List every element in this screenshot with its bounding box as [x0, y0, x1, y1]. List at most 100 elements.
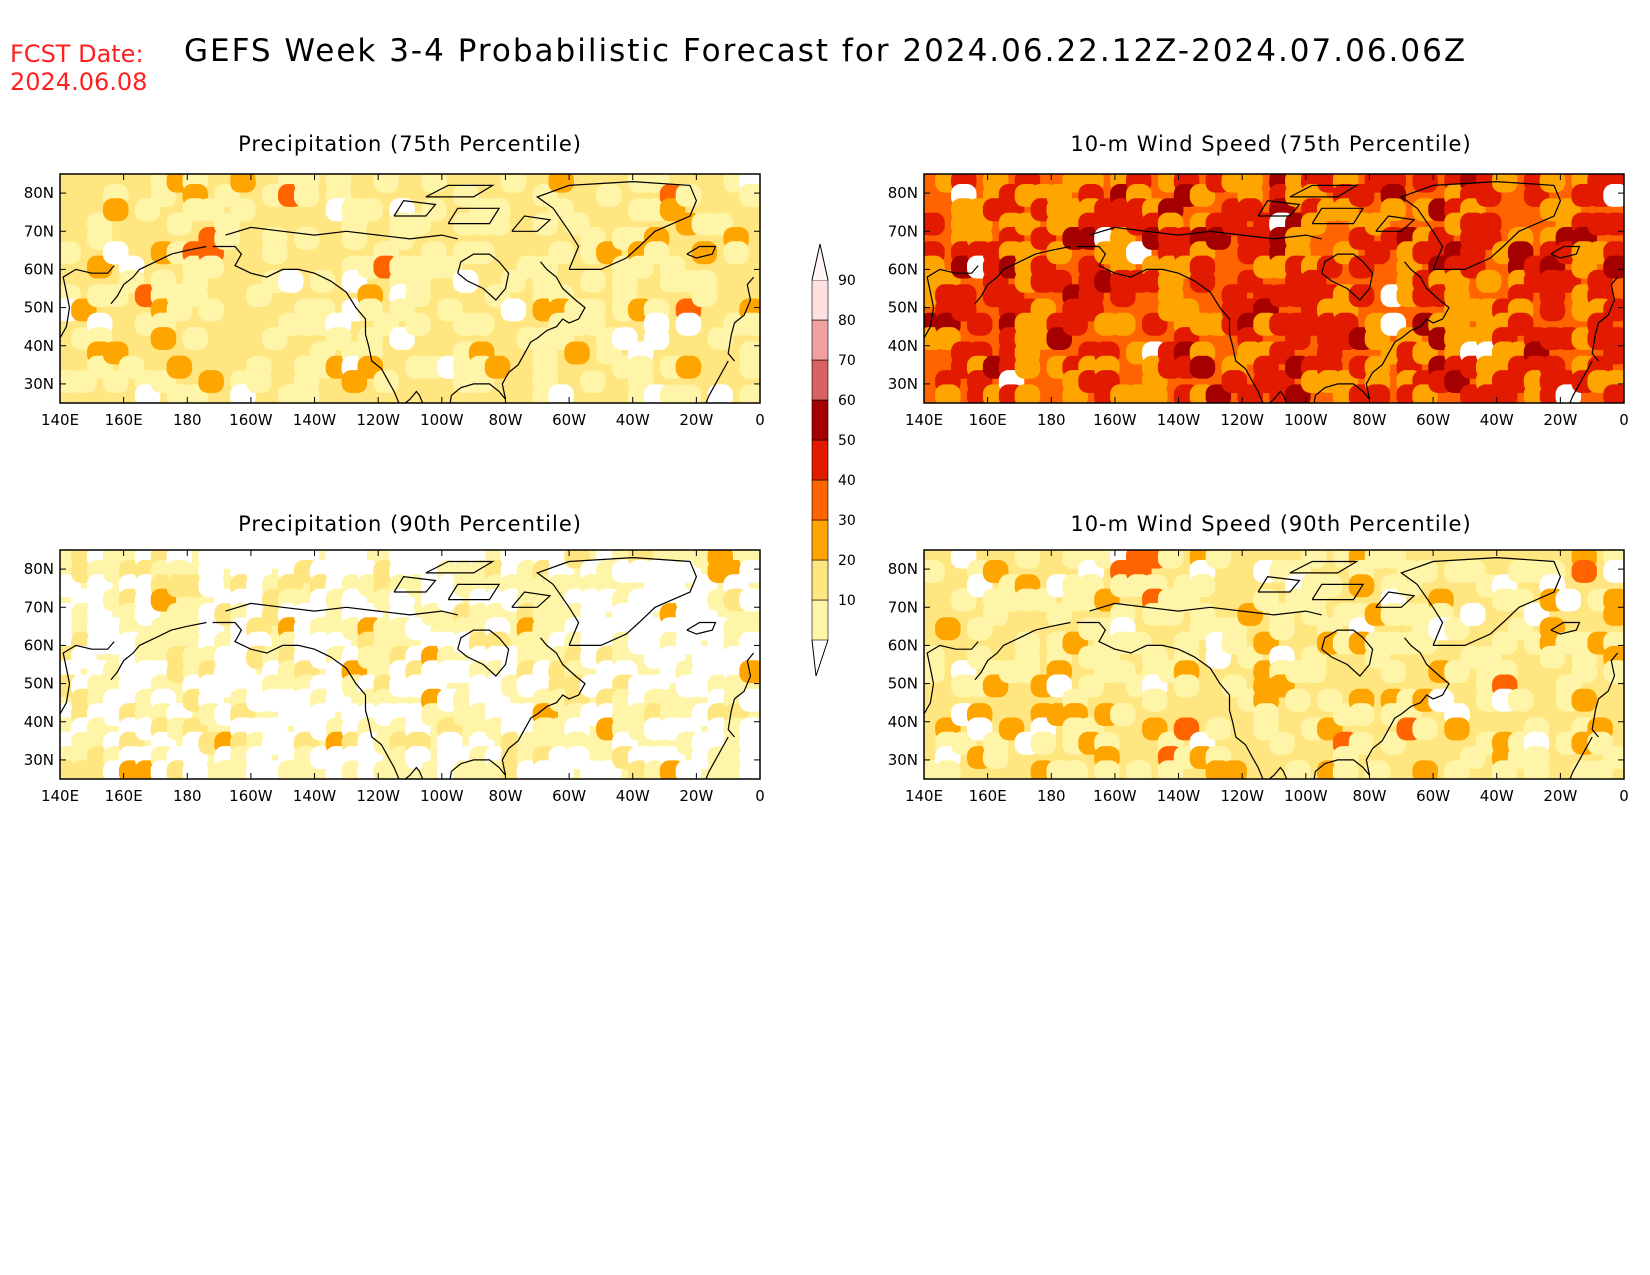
coastline: [1569, 360, 1593, 403]
lon-tick-label: 160E: [105, 411, 143, 429]
colorbar-swatch: [811, 559, 829, 601]
contour-patch: [357, 198, 383, 222]
coastline: [511, 215, 552, 232]
coastline: [1076, 621, 1264, 779]
map-panel: 140E 160E 180 160W 140W 120W 100W 80W 60W 40W 20W 0…: [24, 549, 765, 805]
coastline: [447, 583, 501, 601]
colorbar-label: 90: [838, 273, 856, 289]
coastline: [1313, 637, 1450, 779]
contour-patch: [739, 588, 760, 612]
contour-patch: [373, 370, 399, 393]
contour-patch: [723, 241, 749, 265]
contour-patch: [1507, 688, 1534, 712]
coastline: [1268, 766, 1288, 779]
lat-tick-label: 60N: [24, 636, 54, 654]
contour-patch: [1142, 384, 1168, 403]
colorbar-label: 80: [838, 313, 856, 329]
colorbar-swatch: [811, 479, 829, 521]
contour-patch: [580, 370, 606, 393]
lat-tick-label: 60N: [888, 260, 918, 278]
contour-patch: [1364, 760, 1391, 779]
lat-tick-label: 50N: [888, 299, 918, 317]
contour-patch: [1539, 174, 1566, 193]
lon-tick-label: 80W: [1352, 787, 1386, 805]
lat-tick-label: 30N: [888, 751, 918, 769]
colorbar-swatch: [811, 399, 829, 441]
coastline: [1089, 602, 1322, 616]
contour-patch: [1412, 174, 1438, 193]
coastlines: [60, 180, 755, 403]
contour-patch: [1348, 731, 1375, 755]
lon-tick-label: 80W: [1352, 411, 1386, 429]
colorbar-swatch: [811, 359, 829, 401]
lon-tick-label: 120W: [1220, 411, 1264, 429]
lon-tick-label: 140W: [293, 787, 337, 805]
lon-tick-label: 140E: [41, 411, 79, 429]
contour-patch: [1317, 574, 1343, 598]
colorbar-swatch: [811, 279, 829, 321]
contour-patch: [1348, 703, 1375, 726]
contour-patch: [548, 174, 574, 193]
coastline: [536, 556, 698, 646]
contour-patch: [1348, 284, 1375, 308]
map-frame: [923, 549, 1625, 780]
coastline: [1375, 591, 1416, 608]
coastline: [974, 245, 1071, 305]
probability-field: [60, 550, 760, 779]
probability-field: [924, 550, 1624, 779]
contour-patch: [675, 184, 702, 207]
coastline: [1289, 184, 1359, 198]
contour-patch: [1603, 212, 1624, 236]
lat-tick-label: 50N: [888, 675, 918, 693]
fcst-date-label: FCST Date:: [10, 40, 144, 68]
lon-tick-label: 160W: [1093, 411, 1137, 429]
coastlines: [924, 180, 1619, 403]
coastline: [686, 621, 717, 635]
lat-tick-label: 30N: [24, 751, 54, 769]
contour-patch: [1269, 731, 1295, 755]
contour-patch: [924, 212, 945, 236]
contour-patch: [103, 198, 129, 222]
coastline: [536, 180, 698, 270]
contour-patch: [1571, 660, 1597, 684]
contour-patch: [1285, 760, 1311, 779]
contour-patch: [1062, 760, 1088, 779]
lon-tick-label: 140E: [41, 787, 79, 805]
coastline: [1550, 245, 1581, 259]
contour-patch: [421, 198, 447, 222]
lon-tick-label: 40W: [1480, 787, 1514, 805]
contour-patch: [468, 241, 495, 265]
contour-patch: [405, 284, 431, 308]
colorbar: 10 20 30 40 50 60 70 80 90: [811, 243, 856, 677]
lon-tick-label: 120W: [1220, 787, 1264, 805]
coastline: [511, 591, 552, 608]
coastline: [974, 621, 1071, 681]
contour-patch: [935, 384, 961, 403]
contour-patch: [1571, 688, 1597, 712]
map-panel: 140E 160E 180 160W 140W 120W 100W 80W 60W 40W 20W 0…: [888, 549, 1629, 805]
lat-tick-label: 70N: [888, 598, 918, 616]
contour-patch: [739, 760, 760, 779]
contour-patch: [675, 355, 702, 379]
colorbar-label: 20: [838, 553, 856, 569]
contour-patch: [60, 241, 81, 265]
contour-patch: [739, 312, 760, 336]
contour-patch: [1476, 269, 1502, 293]
lon-tick-label: 0: [755, 411, 765, 429]
colorbar-swatch: [811, 439, 829, 481]
lon-tick-label: 80W: [488, 411, 522, 429]
contour-patch: [1126, 760, 1152, 779]
contour-patch: [564, 341, 590, 365]
lat-tick-label: 40N: [24, 337, 54, 355]
lon-tick-label: 60W: [552, 787, 586, 805]
contour-patch: [1142, 688, 1168, 712]
lon-tick-label: 0: [1619, 787, 1629, 805]
contour-patch: [198, 298, 224, 322]
lon-tick-label: 20W: [679, 411, 713, 429]
map-frame: [59, 173, 761, 404]
contour-patch: [1444, 717, 1470, 741]
coastline: [705, 736, 729, 779]
colorbar-label: 40: [838, 473, 856, 489]
contour-patch: [1269, 617, 1295, 641]
coastline: [404, 766, 424, 779]
